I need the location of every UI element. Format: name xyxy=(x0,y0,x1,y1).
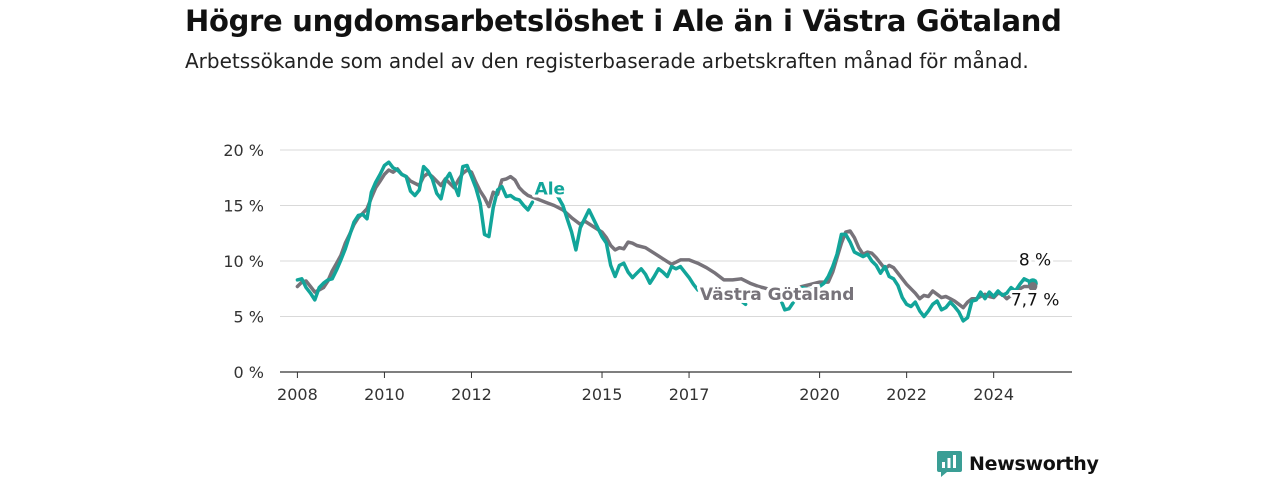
series-label-ale: Ale xyxy=(535,179,566,199)
x-tick-label: 2015 xyxy=(582,385,623,404)
series-line-ale xyxy=(295,160,1035,323)
x-tick-label: 2012 xyxy=(451,385,492,404)
x-tick-label: 2024 xyxy=(973,385,1014,404)
series-line-v-stra-g-taland xyxy=(295,167,1035,310)
newsworthy-logo-icon xyxy=(937,451,962,477)
x-tick-label: 2022 xyxy=(886,385,927,404)
x-axis: 2008 2010 2012 2015 2017 2020 2022 2024 xyxy=(277,371,1072,404)
chart-subtitle: Arbetssökande som andel av den registerb… xyxy=(185,49,1029,73)
vastra-gotaland-end-marker xyxy=(1028,282,1038,292)
y-axis-ticks: 0 % 5 % 10 % 15 % 20 % xyxy=(223,141,264,382)
ale-end-label: 8 % xyxy=(1019,250,1051,270)
x-tick-label: 2008 xyxy=(277,385,318,404)
y-tick-label: 0 % xyxy=(234,363,264,382)
y-tick-label: 5 % xyxy=(234,308,264,327)
y-tick-label: 20 % xyxy=(223,141,264,160)
vastra-gotaland-end-label: 7,7 % xyxy=(1011,290,1060,310)
y-tick-label: 10 % xyxy=(223,252,264,271)
x-tick-label: 2010 xyxy=(364,385,405,404)
gridlines xyxy=(280,149,1072,317)
series-label-ale-halo: Ale xyxy=(535,179,566,199)
chart-title: Högre ungdomsarbetslöshet i Ale än i Väs… xyxy=(185,4,1062,38)
ale-end-label-halo: 8 % xyxy=(1019,250,1051,270)
vastra-gotaland-end-label-halo: 7,7 % xyxy=(1011,290,1060,310)
brand-logo[interactable]: Newsworthy xyxy=(937,450,1099,478)
brand-name: Newsworthy xyxy=(969,453,1099,475)
x-tick-label: 2017 xyxy=(669,385,710,404)
series-label-vastra-gotaland: Västra Götaland xyxy=(700,285,855,305)
y-tick-label: 15 % xyxy=(223,197,264,216)
series-lines xyxy=(295,160,1035,323)
series-label-vastra-gotaland-halo: Västra Götaland xyxy=(700,285,855,305)
x-tick-label: 2020 xyxy=(799,385,840,404)
